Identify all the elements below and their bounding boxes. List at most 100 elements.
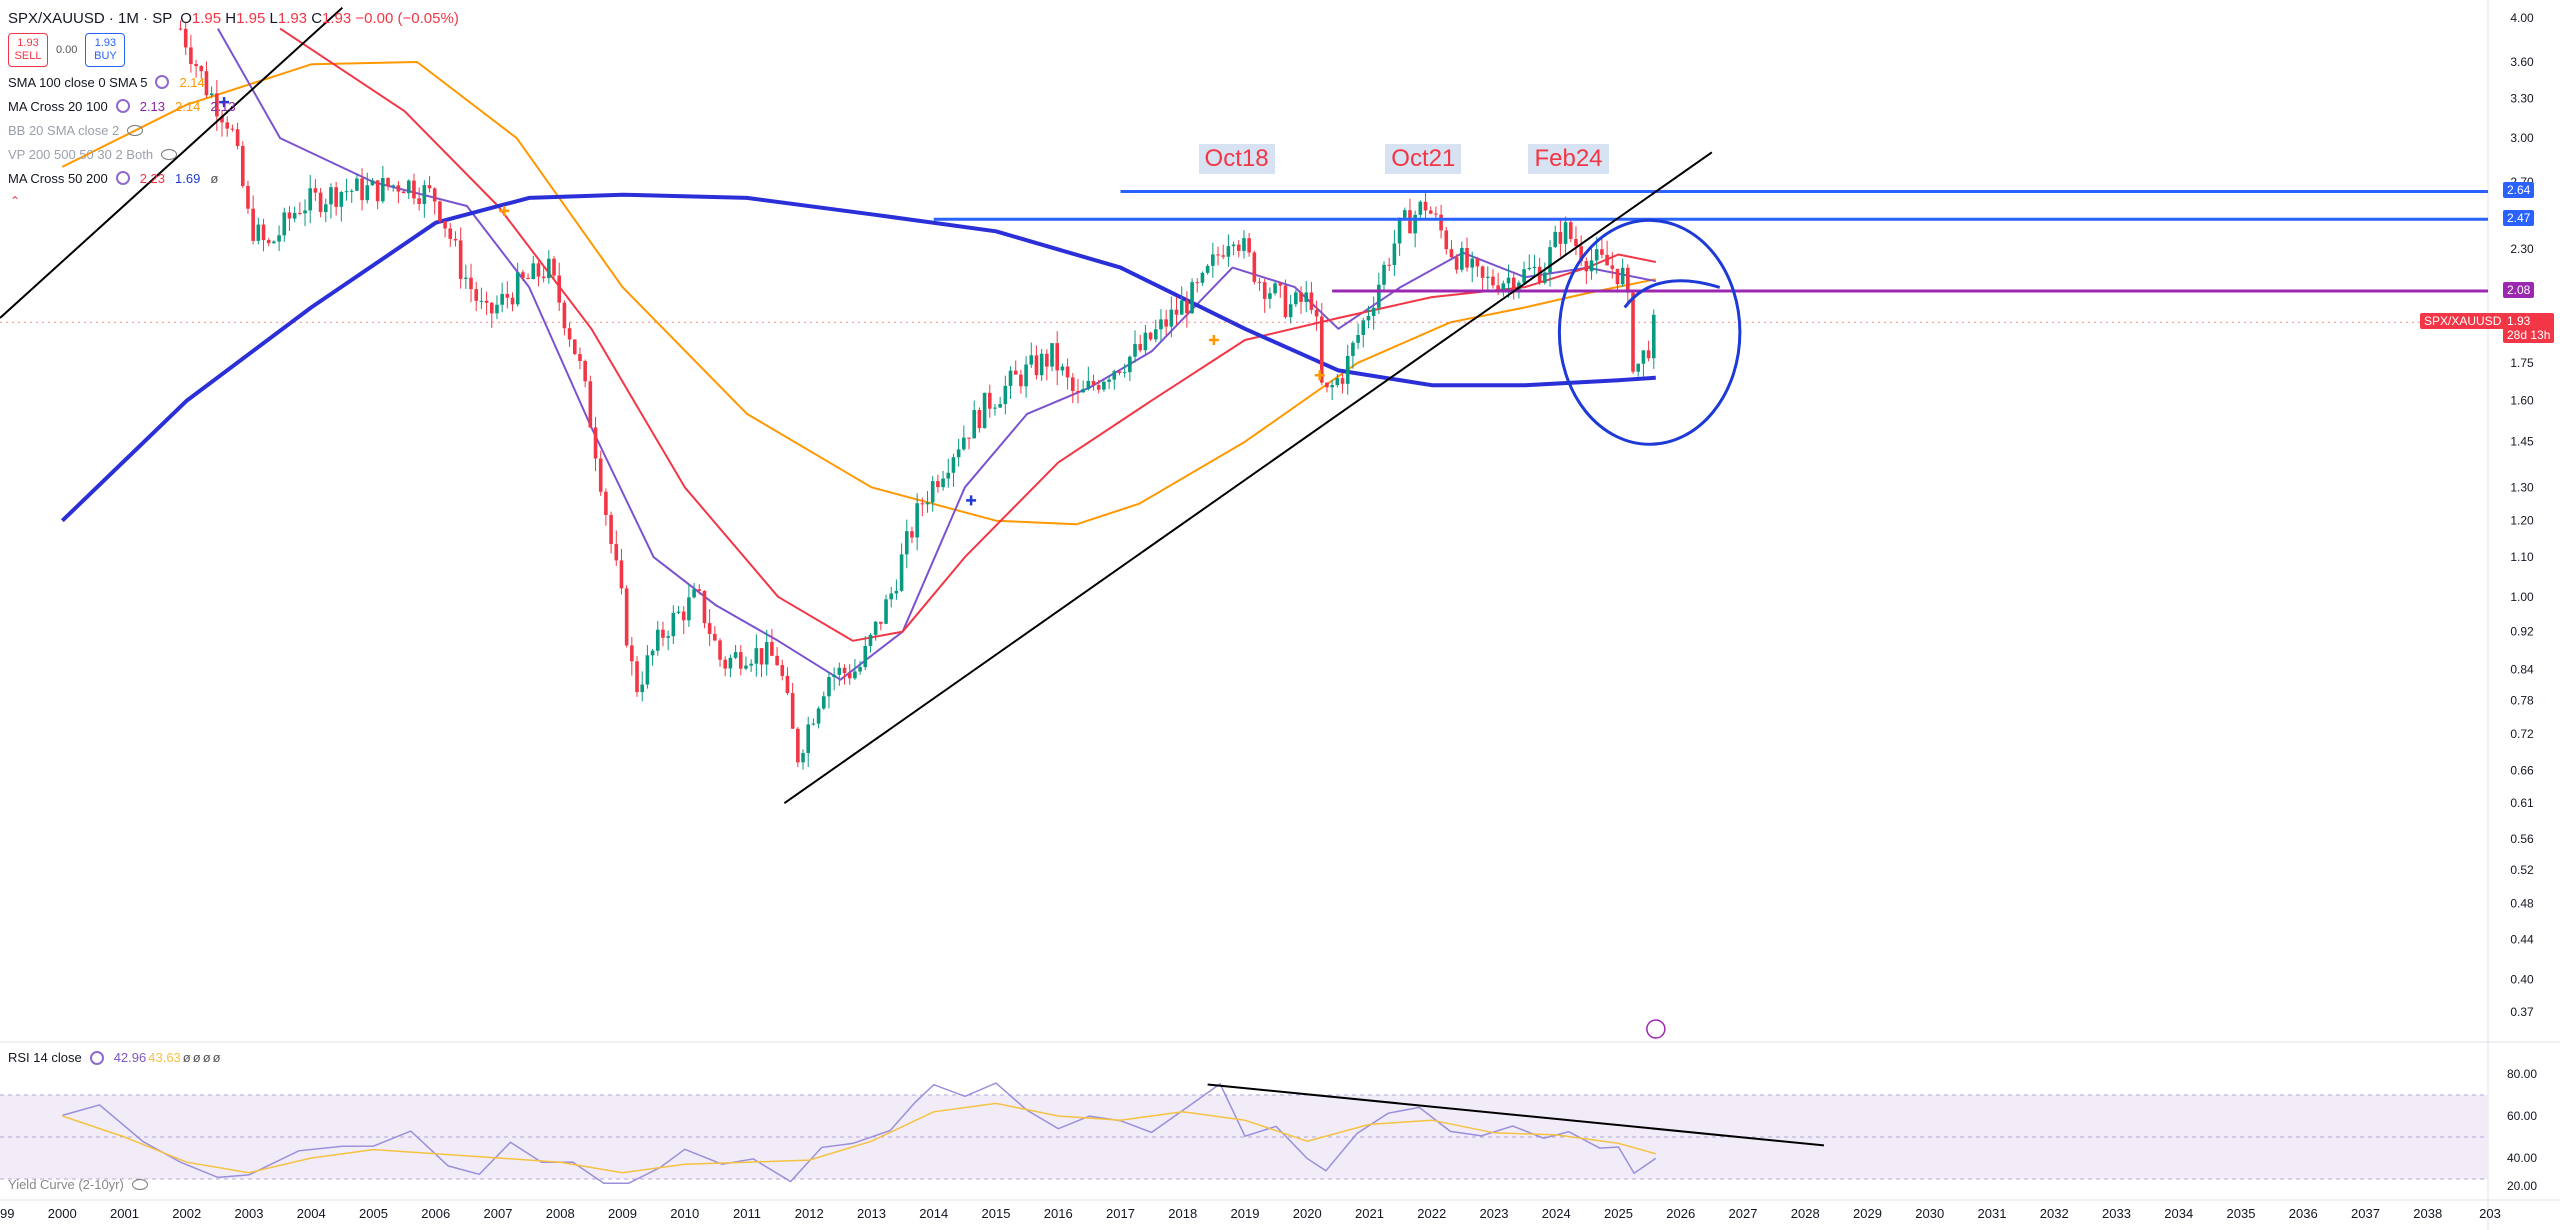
candle-body (1278, 283, 1283, 286)
indicator-row[interactable]: MA Cross 50 200 2.23 1.69 ø (8, 166, 459, 190)
candle-body (1651, 314, 1656, 359)
candle-body (251, 208, 255, 241)
indicator-row[interactable]: VP 200 500 50 30 2 Both (8, 142, 459, 166)
settings-icon[interactable] (115, 171, 130, 185)
candle-body (1205, 265, 1210, 273)
settings-icon[interactable] (155, 75, 170, 89)
candle-body (1252, 252, 1257, 282)
sell-button[interactable]: 1.93 SELL (8, 33, 48, 67)
candle-body (1397, 217, 1402, 244)
candle-body (282, 212, 287, 236)
eye-icon[interactable] (161, 148, 178, 160)
date-annotation[interactable]: Feb24 (1528, 143, 1609, 174)
curved-arrow (1623, 279, 1721, 309)
candle-body (1553, 231, 1558, 248)
candle-body (329, 187, 333, 205)
candle-body (1496, 285, 1500, 292)
candle-body (1164, 319, 1168, 327)
candle-body (1091, 380, 1096, 386)
candle-body (1605, 254, 1609, 266)
candle-body (692, 589, 696, 598)
candle-body (962, 437, 966, 450)
highlight-circle (1557, 218, 1742, 446)
date-annotation[interactable]: Oct18 (1198, 143, 1275, 174)
time-tick-label: 2003 (235, 1206, 264, 1221)
time-tick-label: 2017 (1106, 1206, 1135, 1221)
price-tick-label: 0.61 (2510, 796, 2534, 810)
candle-body (1377, 284, 1381, 308)
rsi-legend[interactable]: RSI 14 close 42.96 43.63 ø ø ø ø (8, 1050, 221, 1065)
candle-body (1439, 214, 1443, 231)
candle-body (1262, 282, 1267, 299)
candle-body (1288, 304, 1293, 318)
candle-body (1361, 320, 1366, 335)
candle-body (588, 381, 593, 428)
candle-body (1019, 374, 1023, 387)
price-tick-label: 1.60 (2510, 394, 2534, 408)
candle-body (1444, 230, 1449, 250)
candle-body (505, 293, 510, 298)
indicator-row[interactable]: BB 20 SMA close 2 (8, 118, 459, 142)
price-tick-label: 3.30 (2510, 91, 2534, 105)
candle-body (1096, 385, 1101, 390)
candle-body (204, 71, 209, 96)
collapse-legend-chevron-icon[interactable]: ⌃ (10, 194, 21, 208)
candle-body (360, 178, 364, 201)
candle-body (832, 674, 836, 678)
candle-body (474, 289, 479, 301)
date-annotation[interactable]: Oct21 (1385, 143, 1462, 174)
indicator-label: MA Cross 20 100 (8, 98, 108, 114)
series-line-ma-20 (217, 28, 1656, 681)
candle-body (1065, 366, 1070, 378)
eye-icon[interactable] (127, 124, 144, 136)
price-level-tag[interactable]: 2.64 (2503, 182, 2535, 199)
candle-body (1117, 371, 1122, 373)
price-tick-label: 3.60 (2510, 55, 2534, 69)
candle-body (256, 224, 261, 241)
candle-body (676, 611, 681, 613)
price-tick-label: 0.37 (2510, 1005, 2534, 1019)
candle-body (884, 599, 888, 624)
candle-body (209, 93, 214, 96)
candle-body (801, 753, 805, 763)
candle-body (816, 708, 821, 724)
candle-body (723, 659, 728, 669)
indicator-row[interactable]: SMA 100 close 0 SMA 5 2.14 (8, 70, 459, 94)
price-level-tag[interactable]: 2.08 (2503, 282, 2535, 299)
candle-body (287, 212, 292, 219)
candle-body (889, 593, 894, 600)
buy-button[interactable]: 1.93 BUY (85, 33, 126, 67)
candle-body (764, 642, 769, 665)
rsi-value: ø (182, 1050, 191, 1065)
last-price-tag[interactable]: 1.93 28d 13h (2503, 313, 2555, 344)
price-level-tag[interactable]: 2.47 (2503, 210, 2535, 227)
time-tick-label: 2029 (1853, 1206, 1882, 1221)
candle-body (754, 648, 759, 664)
candle-body (904, 531, 909, 555)
candle-body (572, 339, 577, 355)
candle-body (552, 258, 556, 276)
settings-icon[interactable] (89, 1050, 104, 1065)
candle-body (464, 277, 468, 279)
eye-icon[interactable] (131, 1179, 148, 1190)
indicator-row[interactable]: MA Cross 20 100 2.13 2.14 2.13 (8, 94, 459, 118)
candle-body (1340, 378, 1345, 384)
candle-body (1283, 285, 1288, 318)
candle-body (1470, 258, 1475, 268)
candle-body (240, 145, 245, 186)
candle-body (401, 191, 406, 194)
time-tick-label: 2038 (2413, 1206, 2442, 1221)
candle-body (661, 629, 665, 638)
candle-body (1527, 267, 1532, 270)
yield-curve-legend[interactable]: Yield Curve (2-10yr) (8, 1177, 148, 1192)
candle-body (1465, 247, 1469, 268)
settings-icon[interactable] (115, 99, 130, 113)
candle-body (1070, 377, 1075, 392)
candle-body (967, 437, 971, 439)
candle-body (1299, 292, 1303, 302)
symbol-row[interactable]: SPX/XAUUSD · 1M · SP O1.95 H1.95 L1.93 C… (8, 6, 459, 30)
candle-body (578, 354, 582, 361)
candle-body (406, 180, 411, 194)
candle-body (417, 198, 421, 205)
